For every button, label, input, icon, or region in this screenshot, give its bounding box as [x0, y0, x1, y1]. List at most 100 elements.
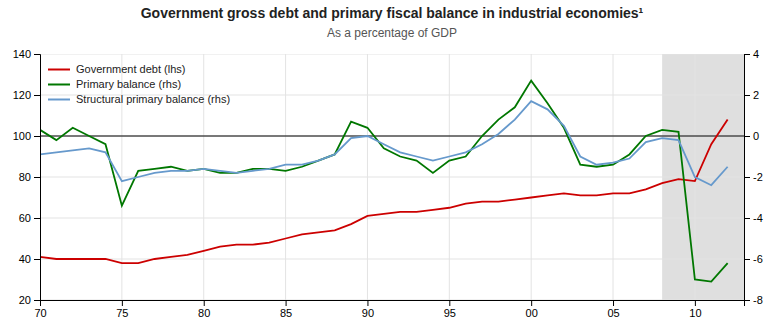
series-line: [40, 120, 728, 264]
tick: 85: [280, 300, 292, 319]
tick-mark: [744, 136, 750, 137]
tick-mark: [744, 95, 750, 96]
tick-label: 100: [13, 130, 31, 142]
grid-line: [40, 177, 744, 178]
legend: Government debt (lhs) Primary balance (rh…: [48, 63, 230, 105]
tick: 95: [444, 300, 456, 319]
grid-line: [285, 54, 286, 300]
tick: 80: [19, 171, 40, 183]
tick-label: 85: [280, 307, 292, 319]
grid-line: [40, 218, 744, 219]
tick-mark: [613, 300, 614, 306]
legend-item: Government debt (lhs): [48, 63, 185, 75]
legend-swatch: [48, 84, 70, 86]
tick-label: 10: [689, 307, 701, 319]
grid-line: [531, 54, 532, 300]
y-axis: 20 40 60 80 100 120 140: [13, 48, 41, 306]
marks: [40, 54, 744, 300]
tick-mark: [286, 300, 287, 306]
tick-label: 80: [198, 307, 210, 319]
tick: 4: [744, 48, 759, 60]
tick-mark: [531, 300, 532, 306]
tick-label: -8: [753, 294, 763, 306]
tick-mark: [34, 95, 40, 96]
title: Government gross debt and primary fiscal…: [141, 5, 644, 21]
legend-swatch: [48, 99, 70, 101]
tick-mark: [744, 300, 750, 301]
tick-label: 140: [13, 48, 31, 60]
legend-item: Structural primary balance (rhs): [48, 93, 230, 105]
tick: 0: [744, 130, 759, 142]
legend-label: Structural primary balance (rhs): [76, 93, 230, 105]
tick-label: 75: [116, 307, 128, 319]
legend-label: Government debt (lhs): [76, 63, 185, 75]
x-axis: 70 75 80 85 90 95 00 05 10: [34, 300, 744, 319]
y2-axis: -8 -6 -4 -2 0 2 4: [744, 48, 763, 306]
legend-swatch: [48, 69, 70, 71]
tick-mark: [367, 300, 368, 306]
tick-mark: [34, 218, 40, 219]
tick: 80: [198, 300, 210, 319]
tick-mark: [695, 300, 696, 306]
grid-line: [40, 136, 744, 137]
tick-label: -2: [753, 171, 763, 183]
tick-label: 80: [19, 171, 31, 183]
tick-label: 2: [753, 89, 759, 101]
tick-label: 60: [19, 212, 31, 224]
tick-label: 0: [753, 130, 759, 142]
tick: 70: [34, 300, 46, 319]
grid-line: [40, 54, 744, 55]
tick-mark: [744, 218, 750, 219]
series-line: [40, 81, 728, 282]
tick-mark: [34, 136, 40, 137]
tick: 120: [13, 89, 40, 101]
tick: 90: [362, 300, 374, 319]
tick: 40: [19, 253, 40, 265]
tick: 2: [744, 89, 759, 101]
chart: Government gross debt and primary fiscal…: [0, 0, 784, 328]
series-line: [40, 101, 728, 185]
tick: 75: [116, 300, 128, 319]
tick-mark: [449, 300, 450, 306]
grid-line: [203, 54, 204, 300]
legend-label: Primary balance (rhs): [76, 78, 181, 90]
tick: 60: [19, 212, 40, 224]
reference-line: [40, 136, 744, 137]
tick-mark: [204, 300, 205, 306]
tick-mark: [34, 177, 40, 178]
tick-label: -6: [753, 253, 763, 265]
tick: -4: [744, 212, 763, 224]
grid-line: [367, 54, 368, 300]
grid-line: [449, 54, 450, 300]
tick: -6: [744, 253, 763, 265]
tick-label: 05: [607, 307, 619, 319]
tick: 100: [13, 130, 40, 142]
tick: 10: [689, 300, 701, 319]
legend-item: Primary balance (rhs): [48, 78, 181, 90]
tick-label: 00: [526, 307, 538, 319]
tick: 140: [13, 48, 40, 60]
tick-label: 70: [34, 307, 46, 319]
tick-label: 90: [362, 307, 374, 319]
tick-label: -4: [753, 212, 763, 224]
tick-mark: [34, 300, 40, 301]
tick-mark: [34, 54, 40, 55]
tick: 05: [607, 300, 619, 319]
tick-mark: [34, 259, 40, 260]
tick-mark: [744, 54, 750, 55]
tick-label: 95: [444, 307, 456, 319]
tick: -8: [744, 294, 763, 306]
axis-line: [41, 301, 745, 307]
tick: 00: [526, 300, 538, 319]
grid-line: [613, 54, 614, 300]
axis-line: [34, 55, 41, 301]
tick-label: 40: [19, 253, 31, 265]
tick-mark: [122, 300, 123, 306]
tick-mark: [744, 177, 750, 178]
tick: 20: [19, 294, 40, 306]
tick-mark: [744, 259, 750, 260]
tick: -2: [744, 171, 763, 183]
tick-label: 120: [13, 89, 31, 101]
grid: [40, 54, 744, 300]
subtitle: As a percentage of GDP: [327, 26, 457, 40]
